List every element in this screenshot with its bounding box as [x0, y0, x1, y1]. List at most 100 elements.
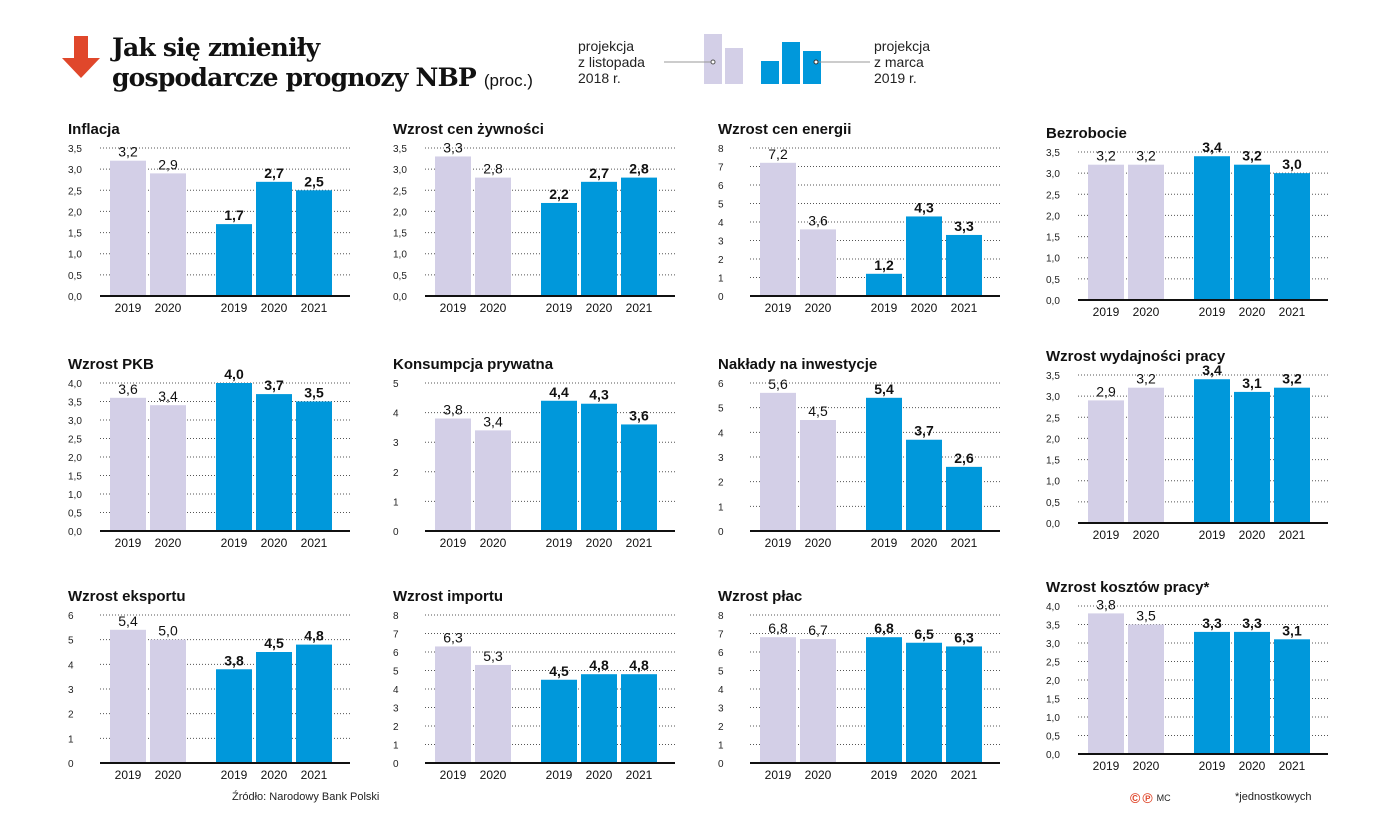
- chart-title: Nakłady na inwestycje: [718, 356, 878, 373]
- x-tick-label: 2020: [1239, 759, 1266, 773]
- bar-old: [110, 397, 146, 531]
- y-tick-label: 4: [393, 685, 399, 696]
- bar-value-label: 3,1: [1242, 375, 1262, 391]
- x-tick-label: 2019: [1093, 305, 1120, 319]
- bar-value-label: 3,4: [483, 413, 503, 429]
- source-note: Źródło: Narodowy Bank Polski: [232, 791, 380, 803]
- chart: 0 1 2 3 4 5 6 5,6 2019 4,5 2020 5,4 2019 3,7 2020 2,6 20…: [710, 355, 1010, 555]
- bar-value-label: 6,3: [443, 629, 463, 645]
- bar-value-label: 7,2: [768, 146, 788, 162]
- bar-old: [1088, 613, 1124, 754]
- y-tick-label: 0: [393, 527, 399, 538]
- bar-value-label: 2,6: [954, 450, 974, 466]
- y-tick-label: 5: [718, 404, 724, 415]
- bar-old: [475, 430, 511, 531]
- y-tick-label: 6: [718, 379, 724, 390]
- legend-swatches: [664, 34, 870, 84]
- x-tick-label: 2020: [1133, 305, 1160, 319]
- bar-value-label: 2,5: [304, 173, 324, 189]
- arrow-down-icon: [62, 36, 100, 78]
- y-tick-label: 3,0: [393, 165, 407, 176]
- bar-new: [906, 642, 942, 763]
- title-line-2: gospodarcze prognozy NBP: [112, 63, 477, 92]
- bar-new: [1234, 391, 1270, 523]
- chart: 0 1 2 3 4 5 6 7 8 6,3 2019 5,3 2020 4,5 2019 4,8 2020 4,8…: [385, 587, 685, 787]
- chart-title: Wzrost cen żywności: [393, 121, 544, 138]
- legend-old-bar: [725, 48, 743, 84]
- bar-new: [581, 674, 617, 763]
- y-tick-label: 2,0: [1046, 676, 1060, 687]
- bar-old: [150, 639, 186, 763]
- bar-old: [1088, 164, 1124, 300]
- bar-value-label: 3,8: [1096, 596, 1116, 612]
- y-tick-label: 3,5: [1046, 148, 1060, 159]
- x-tick-label: 2020: [480, 536, 507, 550]
- y-tick-label: 0: [718, 759, 724, 770]
- chart-title: Wzrost PKB: [68, 356, 154, 373]
- bar-new: [946, 646, 982, 763]
- y-tick-label: 1: [718, 741, 724, 752]
- bar-new: [1234, 631, 1270, 754]
- bar-value-label: 4,5: [549, 663, 569, 679]
- x-tick-label: 2021: [951, 536, 978, 550]
- x-tick-label: 2019: [221, 536, 248, 550]
- y-tick-label: 4,0: [1046, 602, 1060, 613]
- bar-value-label: 3,6: [629, 407, 649, 423]
- x-tick-label: 2020: [805, 301, 832, 315]
- bar-value-label: 6,8: [768, 620, 788, 636]
- chart: 0 1 2 3 4 5 6 7 8 7,2 2019 3,6 2020 1,2 2019 4,3 2020 3,3…: [710, 120, 1010, 320]
- x-tick-label: 2020: [805, 536, 832, 550]
- bar-value-label: 4,5: [264, 635, 284, 651]
- bar-value-label: 3,3: [954, 218, 974, 234]
- title-line-1: Jak się zmieniły: [112, 33, 320, 62]
- y-tick-label: 1,5: [393, 229, 407, 240]
- legend-new-bar: [782, 42, 800, 84]
- y-tick-label: 0: [393, 759, 399, 770]
- x-tick-label: 2020: [1133, 528, 1160, 542]
- x-tick-label: 2019: [440, 768, 467, 782]
- y-tick-label: 3: [393, 438, 399, 449]
- bar-value-label: 2,2: [549, 186, 569, 202]
- y-tick-label: 2: [393, 468, 399, 479]
- y-tick-label: 2,0: [1046, 434, 1060, 445]
- y-tick-label: 6: [68, 611, 74, 622]
- x-tick-label: 2020: [586, 301, 613, 315]
- bar-old: [435, 418, 471, 531]
- bar-value-label: 2,7: [264, 165, 284, 181]
- bar-value-label: 3,7: [914, 423, 934, 439]
- bar-value-label: 3,8: [443, 402, 463, 418]
- x-tick-label: 2020: [155, 301, 182, 315]
- chart: 0 1 2 3 4 5 6 7 8 6,8 2019 6,7 2020 6,8 2019 6,5 2020 6,3…: [710, 587, 1010, 787]
- bar-old: [760, 637, 796, 763]
- y-tick-label: 0,5: [68, 509, 82, 520]
- bar-new: [906, 216, 942, 296]
- bar-value-label: 3,4: [1202, 362, 1222, 378]
- bar-value-label: 3,3: [1242, 615, 1262, 631]
- y-tick-label: 0,0: [393, 292, 407, 303]
- bar-new: [216, 669, 252, 763]
- bar-old: [435, 156, 471, 296]
- bar-value-label: 3,2: [1096, 148, 1116, 164]
- chart: 0,0 0,5 1,0 1,5 2,0 2,5 3,0 3,5 2,9 2019 3,2 2020 3,…: [1038, 347, 1338, 547]
- bar-new: [1274, 387, 1310, 523]
- y-tick-label: 7: [718, 630, 724, 641]
- y-tick-label: 6: [393, 648, 399, 659]
- x-tick-label: 2019: [871, 768, 898, 782]
- y-tick-label: 1,0: [1046, 713, 1060, 724]
- y-tick-label: 1,0: [1046, 477, 1060, 488]
- bar-value-label: 5,4: [874, 381, 894, 397]
- bar-value-label: 4,3: [914, 199, 934, 215]
- bar-new: [866, 397, 902, 531]
- y-tick-label: 1,5: [1046, 695, 1060, 706]
- copyright-icon: ©: [1130, 790, 1141, 806]
- bar-new: [256, 394, 292, 531]
- y-tick-label: 0,5: [1046, 275, 1060, 286]
- bar-value-label: 2,8: [629, 161, 649, 177]
- x-tick-label: 2019: [1093, 759, 1120, 773]
- x-tick-label: 2021: [951, 301, 978, 315]
- y-tick-label: 7: [393, 630, 399, 641]
- bar-old: [760, 392, 796, 531]
- bar-value-label: 1,2: [874, 257, 894, 273]
- x-tick-label: 2019: [440, 301, 467, 315]
- bar-value-label: 2,7: [589, 165, 609, 181]
